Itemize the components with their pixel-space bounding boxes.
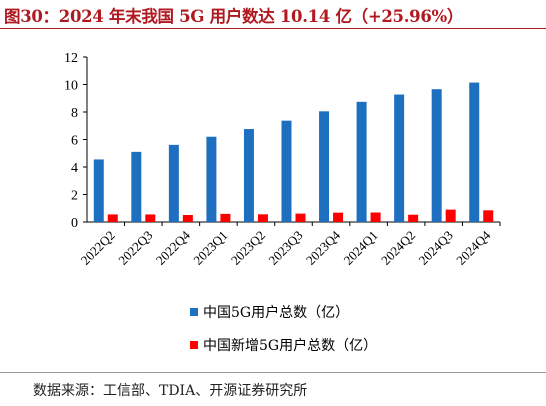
bar-total-users xyxy=(431,89,442,222)
x-tick-label: 2022Q3 xyxy=(115,228,155,268)
bar-total-users xyxy=(206,136,217,222)
y-tick-label: 8 xyxy=(71,106,78,121)
bar-total-users xyxy=(469,82,480,222)
bar-total-users xyxy=(394,94,405,222)
bar-new-users xyxy=(370,212,381,222)
chart-legend: 中国5G用户总数（亿） 中国新增5G用户总数（亿） xyxy=(190,304,377,354)
chart-labels: 0246810122022Q22022Q32022Q42023Q12023Q22… xyxy=(64,51,494,268)
chart-axes xyxy=(83,56,501,226)
x-tick-label: 2024Q3 xyxy=(416,228,456,268)
bar-total-users xyxy=(319,111,330,222)
legend-swatch xyxy=(190,341,198,349)
bar-new-users xyxy=(445,209,456,222)
x-tick-label: 2023Q3 xyxy=(265,228,305,268)
chart-bars xyxy=(93,82,494,222)
x-tick-label: 2024Q4 xyxy=(453,227,494,268)
y-tick-label: 4 xyxy=(71,161,78,176)
source-divider xyxy=(0,372,546,373)
legend-label: 中国新增5G用户总数（亿） xyxy=(203,337,377,354)
bar-new-users xyxy=(483,210,494,222)
figure-title: 图30：2024 年末我国 5G 用户数达 10.14 亿（+25.96%） xyxy=(4,7,464,26)
y-tick-label: 6 xyxy=(71,134,78,149)
bar-total-users xyxy=(281,120,292,222)
bar-new-users xyxy=(408,214,419,222)
x-tick-label: 2023Q4 xyxy=(303,227,344,268)
bar-new-users xyxy=(182,214,193,222)
y-tick-label: 12 xyxy=(64,51,78,66)
title-divider xyxy=(0,28,546,29)
bar-new-users xyxy=(295,213,306,222)
x-tick-label: 2023Q2 xyxy=(228,228,268,268)
y-tick-label: 10 xyxy=(64,79,78,94)
x-tick-label: 2024Q2 xyxy=(378,228,418,268)
source-note: 数据来源：工信部、TDIA、开源证券研究所 xyxy=(33,383,308,399)
bar-new-users xyxy=(220,213,231,222)
bar-total-users xyxy=(168,144,179,222)
legend-label: 中国5G用户总数（亿） xyxy=(203,304,349,321)
bar-new-users xyxy=(257,214,268,222)
x-tick-label: 2022Q2 xyxy=(78,228,118,268)
x-tick-label: 2024Q1 xyxy=(340,228,380,268)
bar-total-users xyxy=(131,151,142,222)
y-tick-label: 0 xyxy=(71,216,78,231)
y-tick-label: 2 xyxy=(71,189,78,204)
legend-swatch xyxy=(190,308,198,316)
bar-new-users xyxy=(145,214,156,222)
bar-new-users xyxy=(333,212,344,222)
bar-new-users xyxy=(107,214,118,222)
bar-total-users xyxy=(356,101,367,222)
bar-total-users xyxy=(243,129,254,222)
bar-total-users xyxy=(93,159,104,222)
x-tick-label: 2023Q1 xyxy=(190,228,230,268)
bar-chart: 0246810122022Q22022Q32022Q42023Q12023Q22… xyxy=(64,51,501,354)
x-tick-label: 2022Q4 xyxy=(153,227,194,268)
